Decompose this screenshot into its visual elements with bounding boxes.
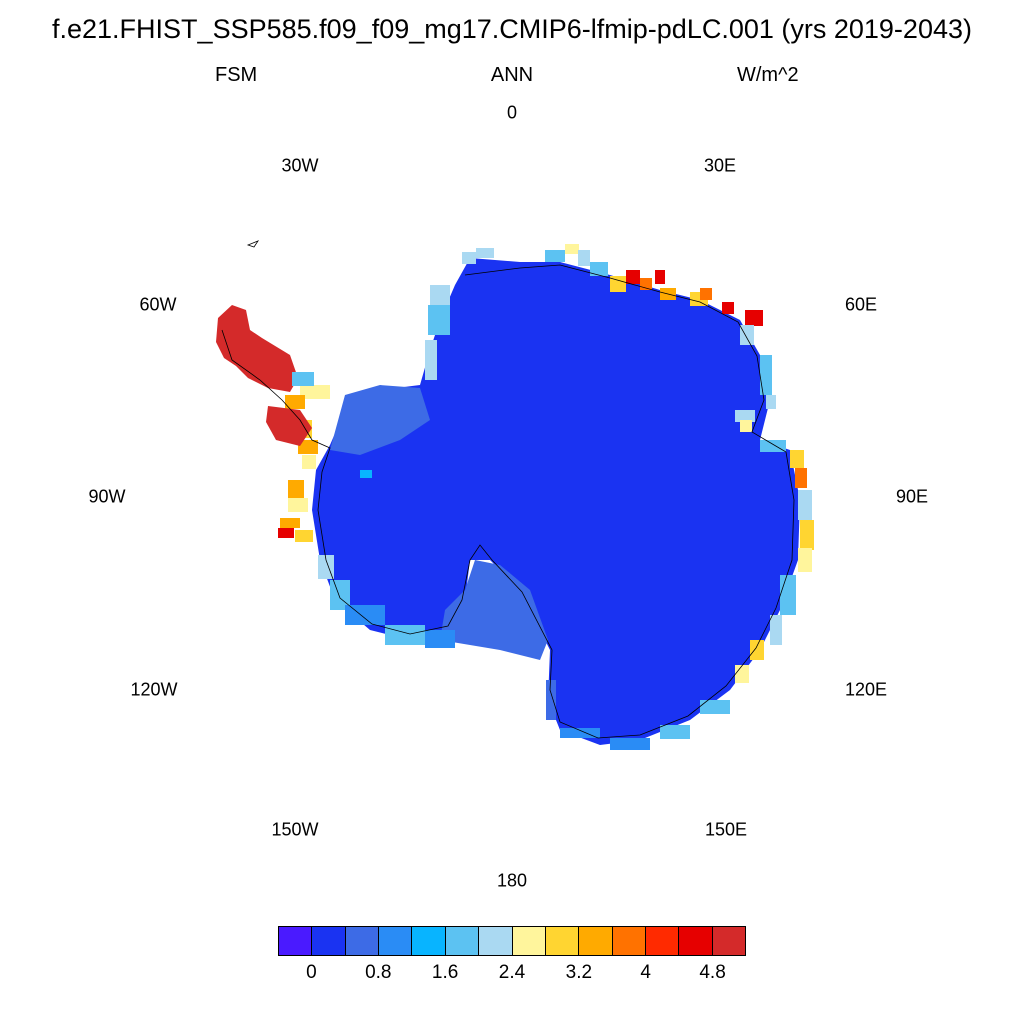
- lon-label-120e: 120E: [844, 679, 888, 700]
- colorbar-cell: [345, 927, 380, 955]
- lon-label-0: 0: [506, 102, 518, 123]
- colorbar-cell: [612, 927, 646, 955]
- colorbar-cell: [379, 927, 413, 955]
- colorbar-cell: [445, 927, 480, 955]
- antarctic-peninsula: [216, 305, 298, 392]
- lon-label-60w: 60W: [139, 294, 177, 315]
- colorbar-tick-label: 3.2: [565, 962, 593, 983]
- colorbar-cell: [479, 927, 513, 955]
- coastal-margin-east: [462, 244, 814, 750]
- peninsula-tip: [266, 406, 312, 446]
- colorbar-tick-label: 0.8: [365, 962, 392, 983]
- colorbar-cell: [312, 927, 346, 955]
- lon-label-60e: 60E: [844, 294, 878, 315]
- colorbar-tick-label: 1.6: [431, 962, 459, 983]
- colorbar-cell: [712, 927, 746, 955]
- colorbar-tick-label: 4: [640, 962, 651, 983]
- lon-label-120w: 120W: [130, 679, 178, 700]
- lon-label-150e: 150E: [704, 819, 748, 840]
- ross-shelf-patch: [440, 560, 548, 660]
- colorbar: [278, 926, 746, 956]
- colorbar-cell: [512, 927, 546, 955]
- lon-label-90w: 90W: [88, 486, 126, 507]
- coastline: [221, 264, 795, 739]
- colorbar-cell: [679, 927, 713, 955]
- colorbar-cell: [579, 927, 613, 955]
- antarctica-landmass: [312, 258, 800, 745]
- south-georgia-island: [246, 240, 260, 248]
- lon-label-30e: 30E: [703, 155, 737, 176]
- plot-title: f.e21.FHIST_SSP585.f09_f09_mg17.CMIP6-lf…: [52, 14, 972, 44]
- colorbar-tick-label: 0: [306, 962, 317, 983]
- colorbar-cell: [279, 927, 313, 955]
- colorbar-cell: [412, 927, 446, 955]
- variable-label: FSM: [215, 64, 258, 86]
- peninsula-margin: [292, 372, 314, 386]
- period-label: ANN: [490, 64, 534, 86]
- units-label: W/m^2: [737, 64, 799, 86]
- ronne-shelf-patch: [330, 385, 430, 455]
- colorbar-tick-label: 2.4: [498, 962, 526, 983]
- colorbar-cell: [645, 927, 680, 955]
- lon-label-30w: 30W: [281, 155, 319, 176]
- colorbar-cell: [545, 927, 580, 955]
- lon-label-90e: 90E: [895, 486, 929, 507]
- lon-label-150w: 150W: [271, 819, 319, 840]
- lon-label-180: 180: [496, 870, 528, 891]
- colorbar-tick-label: 4.8: [699, 962, 726, 983]
